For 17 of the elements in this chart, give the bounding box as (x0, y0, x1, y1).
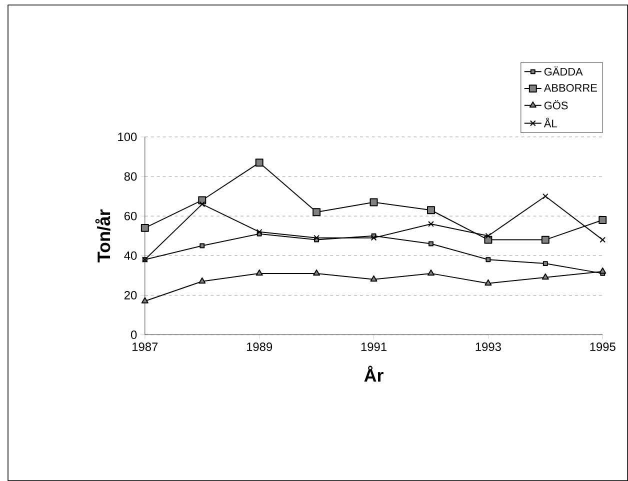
x-tick-label: 1993 (476, 342, 501, 351)
x-tick-label: 1987 (132, 342, 158, 351)
x-tick-label: 1989 (246, 342, 272, 351)
legend-label: ABBORRE (544, 84, 597, 92)
y-tick-label: 80 (124, 172, 137, 181)
x-tick-label: 1991 (361, 342, 386, 351)
y-tick-label: 60 (124, 212, 137, 220)
x-axis-title: År (364, 366, 384, 382)
x-tick-label: 1995 (590, 342, 616, 351)
y-axis-title: Ton/år (95, 209, 110, 262)
y-tick-label: 40 (124, 251, 137, 260)
legend-label: GÄDDA (544, 66, 583, 76)
legend-label: ÅL (544, 118, 557, 128)
y-tick-label: 20 (124, 290, 137, 300)
y-tick-label: 100 (118, 132, 137, 142)
y-tick-label: 0 (130, 330, 137, 339)
legend-label: GÖS (544, 100, 568, 110)
